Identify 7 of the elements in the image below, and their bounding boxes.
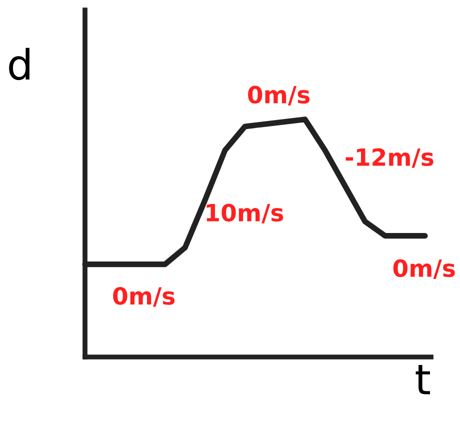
annotation: -12m/s: [346, 148, 434, 168]
y-axis-title: d: [9, 48, 30, 80]
annotation: 0m/s: [393, 259, 455, 279]
annotation: 0m/s: [113, 287, 175, 307]
x-axis-title: t: [416, 364, 430, 394]
annotation: 10m/s: [206, 204, 284, 224]
text: 0m/s: [248, 86, 310, 106]
